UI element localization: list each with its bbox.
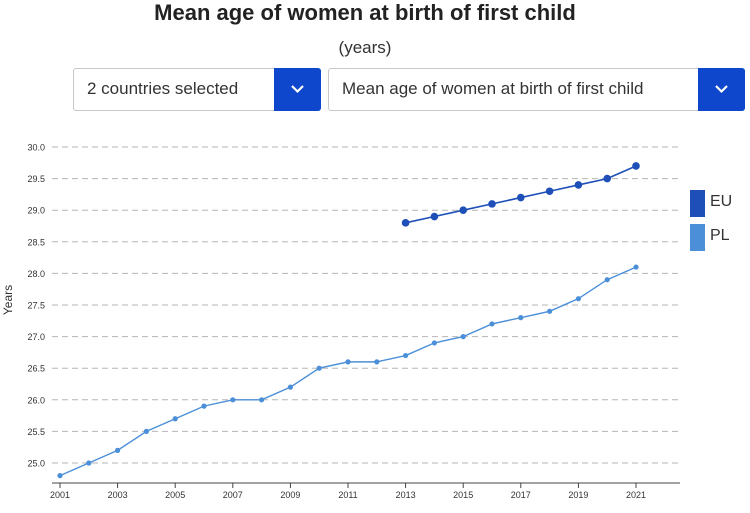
x-tick-label: 2009	[280, 490, 300, 500]
chevron-down-icon	[715, 85, 728, 94]
x-tick-label: 2017	[511, 490, 531, 500]
y-tick-label: 27.0	[27, 332, 45, 342]
data-point-eu	[632, 162, 640, 170]
y-tick-label: 29.0	[27, 206, 45, 216]
y-tick-label: 28.0	[27, 269, 45, 279]
chart-title: Mean age of women at birth of first chil…	[154, 0, 576, 25]
x-tick-label: 2015	[453, 490, 473, 500]
data-point-pl	[316, 365, 322, 371]
legend-label: PL	[710, 227, 730, 244]
x-tick-label: 2013	[396, 490, 416, 500]
legend-swatch	[690, 190, 705, 217]
data-point-pl	[518, 315, 524, 321]
data-point-eu	[430, 212, 439, 221]
data-point-eu	[488, 200, 496, 208]
y-tick-label: 25.0	[27, 459, 45, 469]
data-point-pl	[259, 397, 265, 403]
indicator-select[interactable]: Mean age of women at birth of first chil…	[328, 68, 745, 111]
data-point-pl	[287, 384, 293, 390]
data-point-pl	[115, 447, 121, 453]
data-point-pl	[633, 264, 639, 270]
y-tick-label: 26.5	[27, 364, 45, 374]
data-point-pl	[86, 460, 92, 466]
series-line-pl	[59, 266, 637, 477]
y-tick-label: 26.0	[27, 395, 45, 405]
data-point-pl	[374, 359, 380, 365]
data-point-pl	[172, 416, 178, 422]
y-tick-label: 29.5	[27, 174, 45, 184]
indicator-dropdown-button[interactable]	[698, 68, 745, 111]
data-point-pl	[57, 473, 63, 479]
data-point-pl	[604, 277, 610, 283]
y-tick-label: 25.5	[27, 427, 45, 437]
y-tick-label: 30.0	[27, 143, 45, 153]
x-tick-label: 2001	[50, 490, 70, 500]
data-point-pl	[403, 352, 409, 359]
data-point-pl	[201, 403, 207, 409]
data-point-eu	[517, 193, 525, 202]
data-point-pl	[489, 321, 495, 327]
data-point-eu	[603, 174, 611, 183]
x-tick-label: 2003	[108, 490, 128, 500]
chevron-down-icon	[291, 85, 304, 94]
legend-swatch	[690, 224, 705, 251]
x-tick-label: 2007	[223, 490, 243, 500]
data-point-pl	[575, 296, 582, 302]
data-point-pl	[345, 359, 351, 365]
countries-dropdown-button[interactable]	[274, 68, 321, 111]
y-tick-label: 27.5	[27, 301, 45, 311]
y-tick-label: 28.5	[27, 237, 45, 247]
y-axis-title: Years	[1, 285, 15, 315]
x-tick-label: 2019	[568, 490, 588, 500]
data-point-pl	[431, 340, 437, 346]
legend-label: EU	[710, 193, 733, 210]
data-point-eu	[574, 181, 583, 189]
data-point-eu	[545, 187, 554, 196]
data-point-pl	[230, 397, 236, 403]
data-point-pl	[547, 308, 553, 314]
data-point-eu	[401, 219, 410, 227]
indicator-select-label: Mean age of women at birth of first chil…	[342, 79, 644, 98]
data-point-pl	[143, 428, 149, 434]
data-point-pl	[460, 334, 466, 340]
x-tick-label: 2005	[165, 490, 185, 500]
chart-subtitle: (years)	[338, 38, 392, 57]
x-tick-label: 2011	[338, 490, 357, 500]
data-point-eu	[459, 206, 468, 214]
x-tick-label: 2021	[626, 490, 646, 500]
countries-select[interactable]: 2 countries selected	[73, 68, 321, 111]
countries-select-label: 2 countries selected	[87, 79, 239, 98]
